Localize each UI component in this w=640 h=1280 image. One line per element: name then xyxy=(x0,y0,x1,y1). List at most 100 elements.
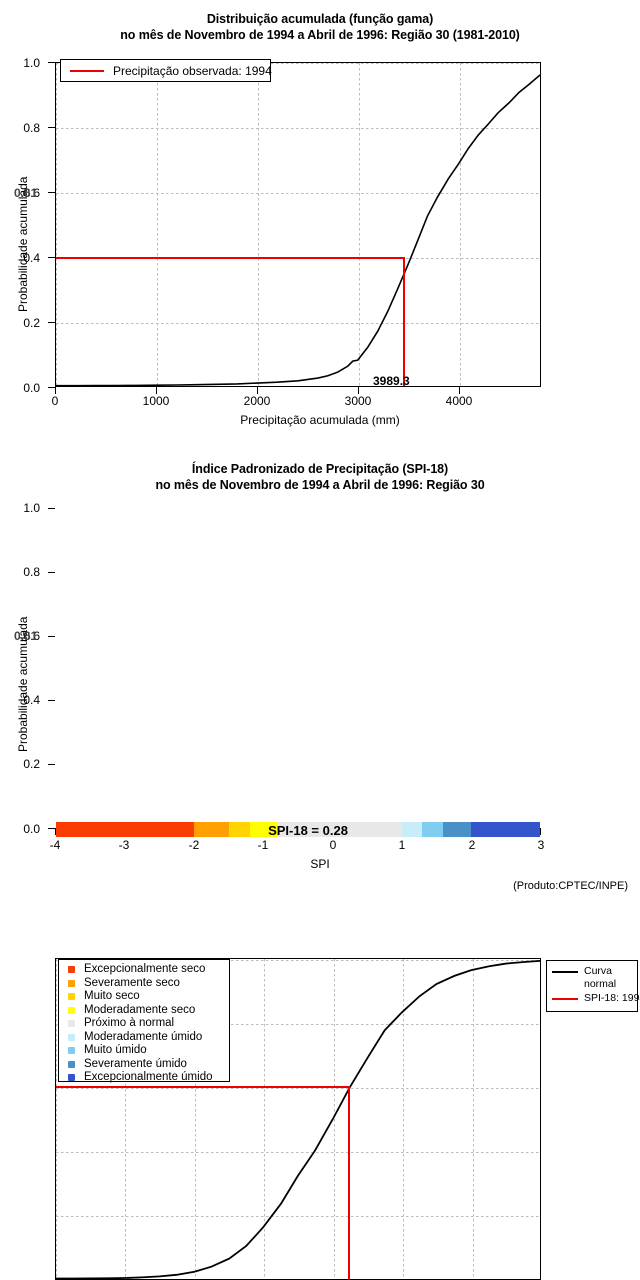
bottom-x-tick-4: 0 xyxy=(329,838,337,852)
colorbar-segment-severamente-umido xyxy=(443,822,471,837)
bottom-y-tick-2: 0.4 xyxy=(23,693,40,707)
top-legend-label: Precipitação observada: 1994 xyxy=(113,63,272,78)
top-gridline-v-3 xyxy=(359,63,360,386)
top-gridline-v-4 xyxy=(460,63,461,386)
class-label-4: Próximo à normal xyxy=(84,1017,175,1029)
bottom-x-tick-7: 3 xyxy=(537,838,545,852)
bottom-x-tickmark-0 xyxy=(55,828,56,835)
spi-marker-line-icon xyxy=(552,998,578,1000)
bottom-chart-title: Índice Padronizado de Precipitação (SPI-… xyxy=(0,461,640,493)
colorbar-segment-muito-umido xyxy=(422,822,444,837)
top-y-tickmark-0 xyxy=(48,387,55,388)
bottom-y-tickmark-1 xyxy=(48,764,55,765)
class-swatch-icon-7 xyxy=(68,1060,75,1068)
gamma-cdf-panel: Distribuição acumulada (função gama) no … xyxy=(0,0,640,452)
top-y-tick-0: 0.0 xyxy=(23,381,40,395)
class-legend-item: Próximo à normal xyxy=(59,1017,229,1030)
colorbar-segment-muito-seco xyxy=(228,822,250,837)
gamma-cdf-curve xyxy=(56,74,540,386)
class-legend-item: Muito seco xyxy=(59,990,229,1003)
bottom-y-tick-0: 0.0 xyxy=(23,822,40,836)
class-label-7: Severamente úmido xyxy=(84,1057,187,1070)
top-y-tick-3: 0.6 xyxy=(23,186,40,200)
bottom-y-tick-4: 0.8 xyxy=(23,565,40,579)
spi-class-legend: Excepcionalmente seco Severamente seco M… xyxy=(58,959,230,1084)
top-chart-legend: Precipitação observada: 1994 xyxy=(60,59,272,82)
class-label-2: Muito seco xyxy=(84,990,140,1002)
top-gridline-v-2 xyxy=(258,63,259,386)
class-label-6: Muito úmido xyxy=(84,1044,147,1056)
colorbar-segment-moderadamente-seco xyxy=(249,822,278,837)
class-swatch-icon-0 xyxy=(68,966,75,973)
colorbar-segment-severamente-seco xyxy=(194,822,229,837)
top-y-tick-1: 0.2 xyxy=(23,316,40,330)
colorbar-segment-moderadamente-umido xyxy=(401,822,423,837)
class-legend-item: Excepcionalmente seco xyxy=(59,963,229,976)
top-y-tickmark-1 xyxy=(48,322,55,323)
top-x-tickmark-3 xyxy=(358,387,359,394)
top-x-tickmark-2 xyxy=(257,387,258,394)
bottom-title-line2: no mês de Novembro de 1994 a Abril de 19… xyxy=(155,478,485,492)
top-y-tickmark-3 xyxy=(48,192,55,193)
class-label-8: Excepcionalmente úmido xyxy=(84,1071,213,1083)
curve-legend-item-normal: Curva normal xyxy=(547,965,637,991)
class-legend-item: Severamente úmido xyxy=(59,1058,229,1071)
top-y-tick-4: 0.8 xyxy=(23,121,40,135)
top-x-tick-3: 3000 xyxy=(344,394,372,408)
top-gridline-h-1 xyxy=(56,323,540,324)
curve-legend-spi-label: SPI-18: 1994 xyxy=(584,992,640,1004)
class-label-5: Moderadamente úmido xyxy=(84,1030,203,1043)
top-y-tickmark-2 xyxy=(48,257,55,258)
bottom-y-tickmark-0 xyxy=(48,828,55,829)
colorbar-segment-proximo-a-normal xyxy=(277,822,402,837)
top-x-tick-2: 2000 xyxy=(243,394,271,408)
top-x-tick-1: 1000 xyxy=(142,394,170,408)
class-swatch-icon-8 xyxy=(68,1074,75,1081)
normal-curve-line-icon xyxy=(552,971,578,973)
bottom-x-tick-2: -2 xyxy=(188,838,200,852)
colorbar-segment-excepcionalmente-umido xyxy=(470,822,541,837)
bottom-y-tick-3: 0.6 xyxy=(23,629,40,643)
top-y-tickmark-5 xyxy=(48,62,55,63)
top-marker-vertical-line xyxy=(403,257,405,386)
class-legend-item: Excepcionalmente úmido xyxy=(59,1071,229,1084)
top-x-tickmark-4 xyxy=(459,387,460,394)
class-legend-item: Muito úmido xyxy=(59,1044,229,1057)
spi-colorbar xyxy=(56,822,541,837)
bottom-x-tick-0: -4 xyxy=(49,838,61,852)
curve-legend: Curva normal SPI-18: 1994 xyxy=(546,960,640,1012)
product-credit: (Produto:CPTEC/INPE) xyxy=(513,880,628,892)
top-y-tick-5: 1.0 xyxy=(23,56,40,70)
top-x-tick-0: 0 xyxy=(51,394,59,408)
top-x-tickmark-1 xyxy=(156,387,157,394)
bottom-y-tickmark-5 xyxy=(48,508,55,509)
legend-line-icon xyxy=(70,69,104,72)
bottom-marker-horizontal-line xyxy=(56,1086,349,1088)
bottom-y-tick-1: 0.2 xyxy=(23,757,40,771)
top-plot-area xyxy=(55,62,541,387)
class-swatch-icon-4 xyxy=(68,1020,75,1027)
class-swatch-icon-3 xyxy=(68,1006,75,1014)
curve-legend-normal-line1: Curva xyxy=(584,965,613,977)
curve-legend-normal-line2: normal xyxy=(584,978,617,990)
class-legend-item: Moderadamente úmido xyxy=(59,1031,229,1044)
class-legend-item: Moderadamente seco xyxy=(59,1004,229,1017)
bottom-y-tick-5: 1.0 xyxy=(23,501,40,515)
bottom-x-tick-3: -1 xyxy=(257,838,269,852)
bottom-title-line1: Índice Padronizado de Precipitação (SPI-… xyxy=(191,462,449,476)
top-gridline-h-4 xyxy=(56,128,540,129)
bottom-marker-vertical-line xyxy=(348,1086,350,1279)
top-gridline-v-0 xyxy=(56,63,57,386)
bottom-y-tickmark-2 xyxy=(48,700,55,701)
top-marker-horizontal-line xyxy=(56,257,404,259)
bottom-x-axis-title: SPI xyxy=(310,857,330,871)
top-y-tick-2: 0.4 xyxy=(23,251,40,265)
top-gridline-h-3 xyxy=(56,193,540,194)
top-x-tickmark-0 xyxy=(55,387,56,394)
top-x-tick-4: 4000 xyxy=(445,394,473,408)
curve-legend-normal-label: Curva normal xyxy=(584,965,616,991)
class-swatch-icon-6 xyxy=(68,1047,75,1054)
colorbar-segment-excepcionalmente-seco xyxy=(56,822,195,837)
class-swatch-icon-1 xyxy=(68,979,75,987)
